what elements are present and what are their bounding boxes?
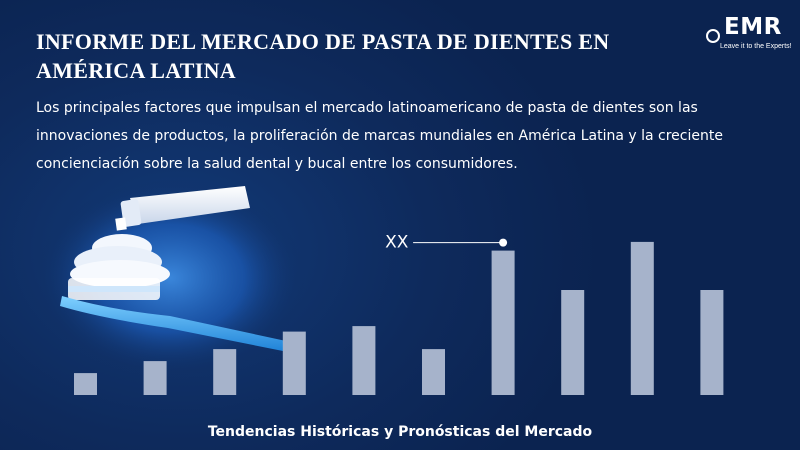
product-glow bbox=[40, 180, 305, 376]
toothpaste-tube bbox=[115, 186, 250, 231]
bar-9 bbox=[630, 241, 654, 395]
bar-7 bbox=[491, 250, 515, 395]
bar-10 bbox=[700, 290, 724, 395]
bar-5 bbox=[352, 326, 376, 395]
annotation-marker bbox=[499, 238, 508, 247]
logo-text: EMR bbox=[724, 14, 782, 40]
page-title: INFORME DEL MERCADO DE PASTA DE DIENTES … bbox=[36, 29, 610, 83]
bar-3 bbox=[213, 349, 237, 395]
chart-bars bbox=[74, 241, 724, 395]
emr-logo: EMR Leave it to the Experts! bbox=[704, 12, 792, 58]
bar-4 bbox=[282, 331, 306, 395]
chart-annotation: XX bbox=[385, 233, 508, 253]
toothbrush-illustration bbox=[40, 180, 305, 376]
bar-8 bbox=[561, 290, 585, 395]
chart-caption: Tendencias Históricas y Pronósticas del … bbox=[207, 424, 593, 440]
page-description: Los principales factores que impulsan el… bbox=[36, 100, 723, 172]
bar-1 bbox=[74, 373, 97, 395]
toothbrush-bristles bbox=[68, 278, 160, 300]
annotation-label: XX bbox=[385, 233, 409, 253]
toothbrush-handle bbox=[60, 296, 300, 354]
logo-globe-icon bbox=[706, 29, 720, 43]
logo-tagline: Leave it to the Experts! bbox=[720, 43, 792, 50]
bar-2 bbox=[143, 361, 167, 395]
bar-6 bbox=[422, 349, 445, 395]
